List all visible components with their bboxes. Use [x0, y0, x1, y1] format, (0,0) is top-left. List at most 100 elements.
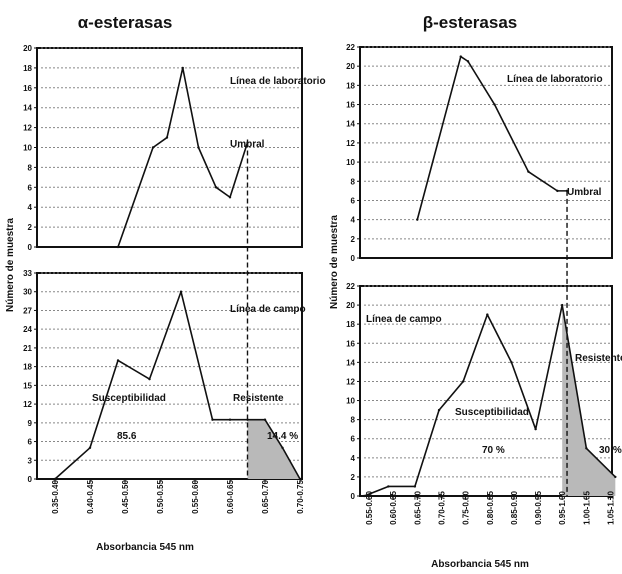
y-tick-label: 14 — [23, 104, 32, 113]
y-tick-label: 22 — [346, 43, 355, 52]
y-tick-label: 14 — [346, 358, 355, 367]
data-point — [88, 446, 92, 449]
data-point — [281, 446, 284, 449]
y-tick-label: 0 — [28, 243, 33, 252]
data-point — [585, 447, 588, 450]
x-tick-label: 0.90-0.95 — [534, 491, 543, 525]
y-tick-label: 21 — [23, 344, 32, 353]
x-tick-label: 0.60-0.65 — [226, 480, 235, 514]
panel-annotation: Resistente — [575, 353, 622, 364]
data-point — [151, 146, 155, 149]
panel-annotation: Susceptibilidad — [455, 407, 529, 418]
data-point — [148, 377, 151, 381]
panel-annotation: Línea de campo — [366, 314, 442, 325]
y-tick-label: 16 — [23, 84, 32, 93]
y-tick-label: 2 — [351, 235, 356, 244]
data-point — [510, 361, 513, 364]
y-tick-label: 10 — [23, 144, 32, 153]
y-axis-label: Número de muestra — [5, 218, 16, 312]
y-tick-label: 3 — [28, 456, 33, 465]
y-tick-label: 8 — [351, 177, 356, 186]
data-point — [437, 408, 441, 412]
panel-annotation: Línea de campo — [230, 304, 306, 315]
y-tick-label: 2 — [28, 223, 33, 232]
data-point — [181, 66, 184, 70]
y-tick-label: 18 — [23, 363, 32, 372]
y-tick-label: 6 — [28, 438, 33, 447]
resistant-area — [562, 305, 616, 496]
y-tick-label: 18 — [346, 320, 355, 329]
y-tick-label: 0 — [351, 492, 356, 501]
chart-title: α-esterasas — [78, 13, 173, 32]
y-tick-label: 0 — [28, 475, 33, 484]
data-point — [263, 418, 267, 421]
panel-annotation: Resistente — [233, 393, 284, 404]
panel-annotation: Línea de laboratorio — [507, 74, 603, 85]
y-tick-label: 20 — [23, 44, 32, 53]
data-point — [556, 189, 559, 193]
data-point — [534, 427, 537, 431]
data-point — [211, 418, 214, 421]
y-tick-label: 33 — [23, 269, 32, 278]
y-tick-label: 22 — [346, 282, 355, 291]
data-point — [459, 55, 462, 58]
panel-annotation: 30 % — [599, 445, 622, 456]
panel-frame — [359, 46, 613, 259]
data-point — [614, 475, 617, 479]
y-tick-label: 12 — [23, 400, 32, 409]
x-tick-label: 0.45-0.50 — [121, 480, 130, 514]
x-axis-label: Absorbancia 545 nm — [431, 559, 529, 570]
series-line — [117, 67, 249, 248]
y-tick-label: 18 — [23, 64, 32, 73]
y-tick-label: 12 — [346, 139, 355, 148]
x-tick-label: 0.65-0.70 — [413, 491, 422, 525]
y-tick-label: 20 — [346, 301, 355, 310]
data-point — [461, 380, 465, 383]
y-tick-label: 18 — [346, 81, 355, 90]
data-point — [561, 303, 564, 307]
data-point — [486, 313, 489, 316]
y-tick-label: 2 — [351, 473, 356, 482]
resistant-area — [247, 419, 300, 479]
y-tick-label: 14 — [346, 120, 355, 129]
y-tick-label: 4 — [351, 216, 356, 225]
x-tick-label: 0.55-0.60 — [365, 491, 374, 525]
y-tick-label: 12 — [346, 377, 355, 386]
x-tick-label: 0.70-0.75 — [296, 480, 305, 514]
x-tick-label: 0.95-1.00 — [558, 491, 567, 525]
data-point — [493, 103, 496, 106]
data-point — [116, 245, 120, 249]
y-tick-label: 6 — [28, 183, 33, 192]
y-tick-label: 8 — [28, 163, 33, 172]
y-tick-label: 12 — [23, 124, 32, 133]
y-tick-label: 24 — [23, 325, 32, 334]
data-point — [527, 170, 530, 173]
data-point — [197, 146, 200, 149]
x-tick-label: 0.35-0.40 — [51, 480, 60, 514]
y-tick-label: 30 — [23, 288, 32, 297]
x-tick-label: 0.50-0.55 — [156, 480, 165, 514]
x-tick-label: 0.80-0.85 — [486, 491, 495, 525]
x-tick-label: 0.40-0.45 — [86, 480, 95, 514]
panel-annotation: 14.4 % — [267, 431, 298, 442]
data-point — [228, 418, 232, 421]
data-point — [228, 196, 232, 199]
data-point — [466, 60, 470, 63]
y-tick-label: 16 — [346, 339, 355, 348]
y-tick-label: 27 — [23, 306, 32, 315]
x-tick-label: 0.55-0.60 — [191, 480, 200, 514]
y-tick-label: 0 — [351, 254, 356, 263]
y-tick-label: 6 — [351, 435, 356, 444]
data-point — [165, 136, 169, 139]
data-point — [413, 485, 417, 488]
y-tick-label: 9 — [28, 419, 33, 428]
data-point — [116, 359, 120, 362]
x-tick-label: 1.05-1.10 — [607, 491, 616, 525]
y-axis-label: Número de muestra — [329, 215, 340, 309]
chart-title: β-esterasas — [423, 13, 518, 32]
y-tick-label: 15 — [23, 381, 32, 390]
y-tick-label: 4 — [28, 203, 33, 212]
data-point — [416, 218, 419, 221]
x-tick-label: 0.65-0.70 — [261, 480, 270, 514]
